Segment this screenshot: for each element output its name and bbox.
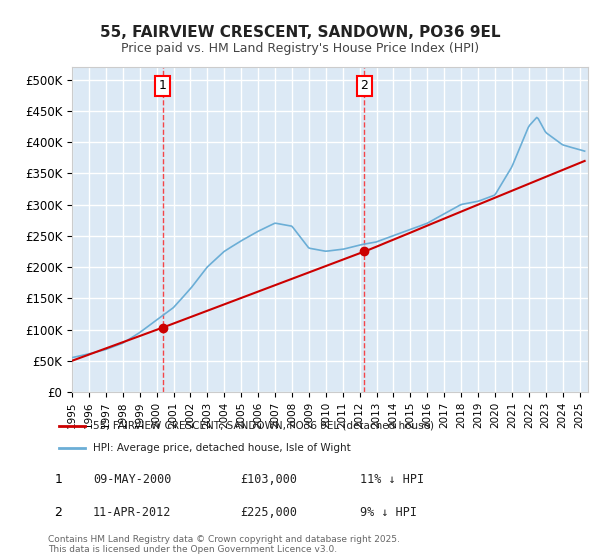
Text: 11% ↓ HPI: 11% ↓ HPI	[360, 473, 424, 486]
Text: £225,000: £225,000	[240, 506, 297, 520]
Text: HPI: Average price, detached house, Isle of Wight: HPI: Average price, detached house, Isle…	[93, 443, 350, 453]
Text: Price paid vs. HM Land Registry's House Price Index (HPI): Price paid vs. HM Land Registry's House …	[121, 42, 479, 55]
Text: 11-APR-2012: 11-APR-2012	[93, 506, 172, 520]
Text: 1: 1	[55, 473, 62, 486]
Text: 55, FAIRVIEW CRESCENT, SANDOWN, PO36 9EL (detached house): 55, FAIRVIEW CRESCENT, SANDOWN, PO36 9EL…	[93, 421, 434, 431]
Text: 55, FAIRVIEW CRESCENT, SANDOWN, PO36 9EL: 55, FAIRVIEW CRESCENT, SANDOWN, PO36 9EL	[100, 25, 500, 40]
Text: 9% ↓ HPI: 9% ↓ HPI	[360, 506, 417, 520]
Text: 1: 1	[158, 80, 166, 92]
Text: £103,000: £103,000	[240, 473, 297, 486]
Text: Contains HM Land Registry data © Crown copyright and database right 2025.
This d: Contains HM Land Registry data © Crown c…	[48, 535, 400, 554]
Text: 09-MAY-2000: 09-MAY-2000	[93, 473, 172, 486]
Text: 2: 2	[55, 506, 62, 520]
Text: 2: 2	[361, 80, 368, 92]
